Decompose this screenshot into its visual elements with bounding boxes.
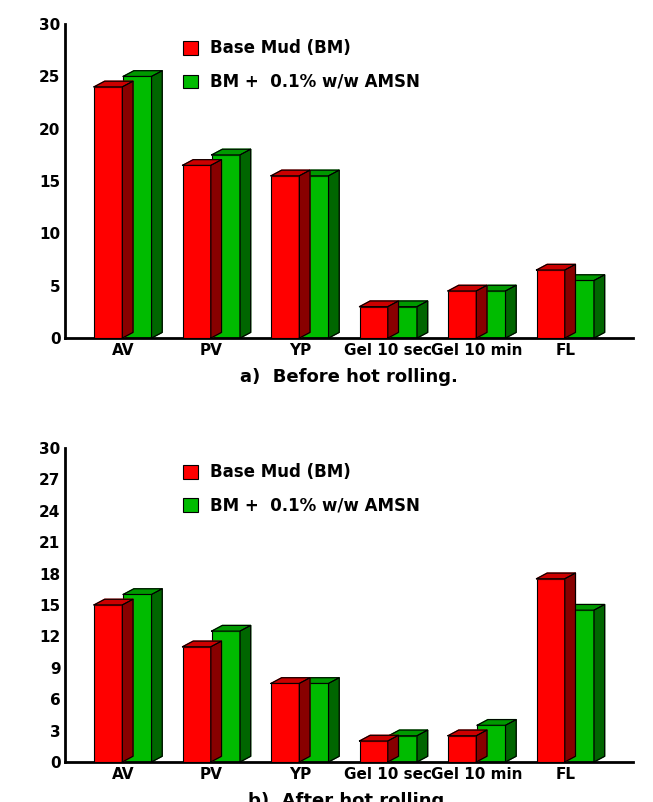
Polygon shape xyxy=(299,170,310,338)
Bar xyxy=(477,725,505,762)
Bar xyxy=(389,306,417,338)
Polygon shape xyxy=(565,605,605,610)
Polygon shape xyxy=(565,265,575,338)
Polygon shape xyxy=(594,275,605,338)
Polygon shape xyxy=(565,275,605,281)
Bar xyxy=(123,594,151,762)
Polygon shape xyxy=(417,730,428,762)
Bar xyxy=(537,270,565,338)
Bar xyxy=(360,306,388,338)
Polygon shape xyxy=(476,286,487,338)
Polygon shape xyxy=(271,170,310,176)
Polygon shape xyxy=(477,286,516,291)
Polygon shape xyxy=(211,160,221,338)
Polygon shape xyxy=(328,170,339,338)
Polygon shape xyxy=(594,605,605,762)
Bar xyxy=(360,741,388,762)
Polygon shape xyxy=(565,573,575,762)
Polygon shape xyxy=(271,678,310,683)
Polygon shape xyxy=(388,301,398,338)
Text: a)  Before hot rolling.: a) Before hot rolling. xyxy=(240,368,458,386)
Polygon shape xyxy=(388,735,398,762)
Polygon shape xyxy=(300,678,339,683)
Bar xyxy=(271,683,299,762)
Bar xyxy=(389,735,417,762)
Bar xyxy=(477,291,505,338)
Text: b)  After hot rolling.: b) After hot rolling. xyxy=(247,792,451,802)
Polygon shape xyxy=(476,730,487,762)
Bar xyxy=(212,631,240,762)
Polygon shape xyxy=(360,735,398,741)
Polygon shape xyxy=(537,265,575,270)
Bar xyxy=(300,683,328,762)
Bar xyxy=(300,176,328,338)
Polygon shape xyxy=(212,626,251,631)
Bar xyxy=(94,605,122,762)
Bar xyxy=(123,76,151,338)
Bar xyxy=(183,165,211,338)
Bar xyxy=(537,579,565,762)
Polygon shape xyxy=(300,170,339,176)
Polygon shape xyxy=(537,573,575,579)
Bar xyxy=(94,87,122,338)
Polygon shape xyxy=(448,286,487,291)
Polygon shape xyxy=(151,71,162,338)
Polygon shape xyxy=(123,589,162,594)
Bar xyxy=(565,610,594,762)
Polygon shape xyxy=(212,149,251,155)
Legend: Base Mud (BM), BM +  0.1% w/w AMSN: Base Mud (BM), BM + 0.1% w/w AMSN xyxy=(175,32,428,99)
Polygon shape xyxy=(360,301,398,306)
Polygon shape xyxy=(240,626,251,762)
Polygon shape xyxy=(94,599,133,605)
Polygon shape xyxy=(505,286,516,338)
Polygon shape xyxy=(448,730,487,735)
Polygon shape xyxy=(417,301,428,338)
Bar xyxy=(212,155,240,338)
Polygon shape xyxy=(183,641,221,646)
Polygon shape xyxy=(505,719,516,762)
Legend: Base Mud (BM), BM +  0.1% w/w AMSN: Base Mud (BM), BM + 0.1% w/w AMSN xyxy=(175,456,428,522)
Bar xyxy=(565,281,594,338)
Polygon shape xyxy=(151,589,162,762)
Bar xyxy=(271,176,299,338)
Bar xyxy=(183,646,211,762)
Polygon shape xyxy=(299,678,310,762)
Polygon shape xyxy=(211,641,221,762)
Polygon shape xyxy=(389,301,428,306)
Polygon shape xyxy=(183,160,221,165)
Polygon shape xyxy=(477,719,516,725)
Polygon shape xyxy=(389,730,428,735)
Polygon shape xyxy=(122,81,133,338)
Polygon shape xyxy=(328,678,339,762)
Polygon shape xyxy=(122,599,133,762)
Polygon shape xyxy=(240,149,251,338)
Polygon shape xyxy=(94,81,133,87)
Bar xyxy=(448,291,476,338)
Polygon shape xyxy=(123,71,162,76)
Bar xyxy=(448,735,476,762)
